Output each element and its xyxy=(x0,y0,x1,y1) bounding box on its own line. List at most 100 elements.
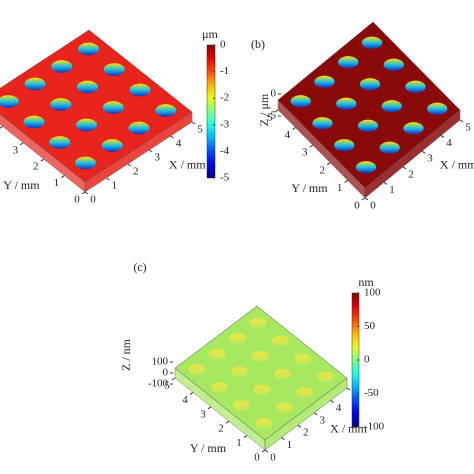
pit xyxy=(294,353,312,364)
y-tick xyxy=(274,109,279,113)
pit xyxy=(233,400,250,411)
pit xyxy=(76,80,99,94)
x-tick xyxy=(281,437,285,441)
y-axis-label: Y / mm xyxy=(291,181,328,195)
colorbar-tick-label: 50 xyxy=(364,320,376,332)
pit xyxy=(74,156,97,170)
y-tick xyxy=(0,125,3,129)
x-tick-label: 2 xyxy=(133,166,139,178)
x-tick xyxy=(148,149,153,153)
colorbar-tick-label: -3 xyxy=(220,118,230,130)
z-axis-label: Z / μm xyxy=(257,93,271,126)
pit xyxy=(129,83,151,97)
x-tick-label: 1 xyxy=(389,184,395,196)
pit xyxy=(290,95,311,108)
y-tick xyxy=(326,162,331,166)
colorbar-tick-label: -1 xyxy=(220,65,229,77)
y-tick-label: 1 xyxy=(236,437,242,449)
colorbar-tick-label: 0 xyxy=(364,354,370,366)
x-tick xyxy=(191,121,196,125)
z-tick-label: -100 xyxy=(148,378,169,390)
x-tick-label: 5 xyxy=(465,122,471,134)
x-tick xyxy=(170,135,174,139)
x-tick xyxy=(421,150,426,154)
x-tick-label: 0 xyxy=(270,452,276,464)
y-tick-label: 4 xyxy=(182,394,188,406)
y-tick-label: 0 xyxy=(74,194,80,206)
colorbar-tick-label: -100 xyxy=(364,421,385,433)
pit xyxy=(23,115,45,129)
y-tick xyxy=(19,142,24,146)
pit xyxy=(361,36,383,49)
pit xyxy=(51,60,73,73)
z-tick-label: 100 xyxy=(152,356,169,368)
y-tick-label: 5 xyxy=(164,380,170,392)
z-axis-label: Z / nm xyxy=(119,338,133,371)
pit xyxy=(405,80,426,93)
pit xyxy=(75,118,98,132)
colorbar-tick-label: -4 xyxy=(220,145,230,157)
pit xyxy=(317,371,334,382)
y-tick-label: 5 xyxy=(267,112,273,124)
y-tick-label: 2 xyxy=(218,423,224,435)
pit xyxy=(403,122,424,135)
x-tick xyxy=(402,166,407,170)
colorbar-tick-label: 0 xyxy=(220,39,226,51)
x-tick xyxy=(346,387,351,391)
pit xyxy=(49,136,71,149)
x-tick xyxy=(264,449,269,453)
x-tick-label: 4 xyxy=(446,137,452,149)
pit xyxy=(272,335,289,346)
colorbar-tick-label: -5 xyxy=(220,172,230,184)
y-tick-label: 1 xyxy=(337,182,343,194)
pit xyxy=(274,369,291,380)
y-tick-label: 1 xyxy=(54,177,60,189)
z-tick-label: -5 xyxy=(267,110,277,122)
x-tick xyxy=(297,424,302,428)
pit xyxy=(210,382,228,393)
x-tick-label: 3 xyxy=(427,153,433,165)
z-tick-label: 0 xyxy=(271,88,277,100)
y-tick xyxy=(361,197,366,201)
pit xyxy=(103,63,125,76)
x-tick-label: 4 xyxy=(336,402,342,414)
pit xyxy=(155,104,177,117)
pit xyxy=(101,139,123,152)
y-tick xyxy=(61,175,65,179)
x-tick xyxy=(330,399,334,403)
pit xyxy=(314,75,335,88)
x-tick xyxy=(459,119,464,123)
pit xyxy=(296,387,314,398)
x-tick xyxy=(127,163,132,167)
x-tick-label: 3 xyxy=(154,152,160,164)
pit xyxy=(381,100,402,113)
pit xyxy=(231,366,248,377)
pit xyxy=(312,117,333,130)
x-tick-label: 5 xyxy=(197,124,203,136)
y-axis-label: Y / mm xyxy=(3,178,40,192)
pit xyxy=(128,121,150,135)
colorbar xyxy=(206,44,216,179)
pit xyxy=(249,317,267,328)
z-tick-label: 0 xyxy=(163,367,169,379)
pit xyxy=(379,141,400,154)
y-tick xyxy=(40,158,45,162)
x-tick-label: 2 xyxy=(408,168,414,180)
x-tick xyxy=(440,135,445,139)
x-tick xyxy=(383,181,388,185)
pit xyxy=(338,56,359,69)
y-tick-label: 0 xyxy=(254,452,260,464)
pit xyxy=(50,98,72,111)
colorbar-unit: μm xyxy=(202,27,218,41)
x-tick-label: 1 xyxy=(112,180,118,192)
x-axis-label: X / mm xyxy=(169,157,206,171)
surface xyxy=(174,305,348,441)
surface xyxy=(277,21,461,189)
y-tick-label: 3 xyxy=(302,147,308,159)
x-tick xyxy=(106,177,110,181)
pit xyxy=(253,384,271,395)
colorbar-tick-label: 100 xyxy=(364,287,381,299)
x-axis-label: X / mm xyxy=(330,421,367,435)
pit xyxy=(77,42,100,56)
